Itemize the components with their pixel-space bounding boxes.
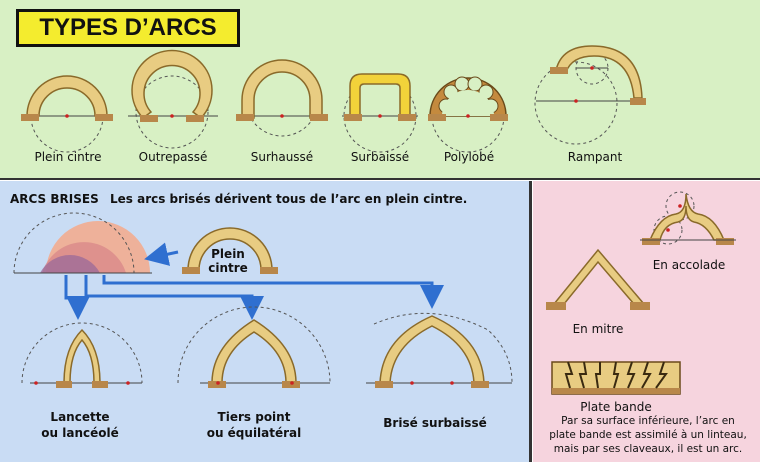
- arc-plein-cintre-source: [182, 227, 278, 274]
- label-source-plein: Plein: [211, 247, 245, 261]
- section-subtitle: Les arcs brisés dérivent tous de l’arc e…: [110, 192, 468, 206]
- arc-outrepasse: [128, 49, 218, 149]
- label-source-cintre: cintre: [208, 261, 248, 275]
- arc-surhausse: [236, 59, 328, 137]
- arc-tiers-point: [177, 306, 331, 388]
- arc-accolade: [640, 191, 736, 245]
- section-title: ARCS BRISES: [10, 192, 99, 206]
- label-plate-bande: Plate bande: [580, 400, 652, 414]
- label-accolade: En accolade: [652, 258, 726, 272]
- label-plein-cintre: Plein cintre: [34, 150, 102, 164]
- page-title: TYPES D’ARCS: [39, 14, 217, 41]
- arc-plein-cintre: [21, 75, 113, 153]
- label-lanceole: ou lancéolé: [41, 426, 119, 440]
- label-rampant: Rampant: [567, 150, 623, 164]
- arc-lancette: [21, 322, 143, 388]
- label-lancette: Lancette: [50, 410, 110, 424]
- label-outrepasse: Outrepassé: [138, 150, 208, 164]
- label-equilateral: ou équilatéral: [206, 426, 302, 440]
- title-box: TYPES D’ARCS: [16, 9, 240, 47]
- derivation-arrows: [64, 242, 444, 320]
- derivation-fans: [13, 212, 152, 274]
- label-polylobe: Polylobé: [443, 150, 495, 164]
- arc-plate-bande: [551, 361, 681, 395]
- arc-rampant: [534, 45, 646, 145]
- arc-polylobe: [428, 76, 508, 153]
- label-mitre: En mitre: [572, 322, 624, 336]
- label-tiers-point: Tiers point: [217, 410, 291, 424]
- arc-brise-surbaisse: [366, 312, 513, 388]
- arc-surbaisse: [342, 73, 418, 153]
- arc-mitre: [546, 248, 650, 310]
- other-arcs-panel: [533, 181, 760, 462]
- plate-bande-note: Par sa surface inférieure, l’arc en plat…: [549, 415, 747, 455]
- label-brise-surbaisse: Brisé surbaissé: [383, 416, 487, 430]
- label-surbaisse: Surbaissé: [350, 150, 410, 164]
- label-surhausse: Surhaussé: [250, 150, 314, 164]
